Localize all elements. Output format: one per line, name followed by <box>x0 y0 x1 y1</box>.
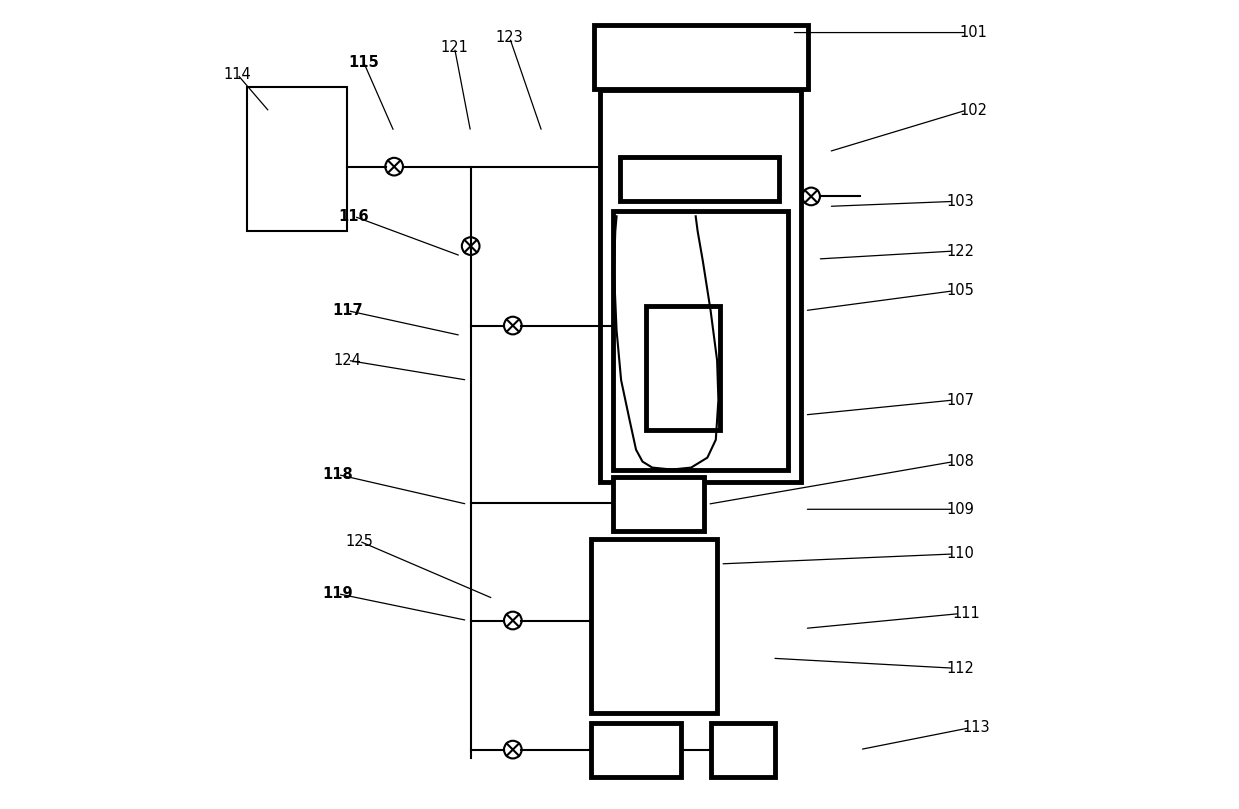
Text: 123: 123 <box>496 30 523 45</box>
Text: 114: 114 <box>223 67 252 82</box>
Text: 122: 122 <box>947 244 974 259</box>
Bar <box>591 722 681 777</box>
Text: 113: 113 <box>963 720 990 735</box>
Text: 103: 103 <box>947 194 974 209</box>
Text: 111: 111 <box>953 606 980 621</box>
Text: 116: 116 <box>338 209 369 224</box>
Bar <box>247 87 347 231</box>
Text: 119: 119 <box>322 587 353 601</box>
Text: 117: 117 <box>332 303 363 318</box>
Text: 109: 109 <box>947 502 974 517</box>
Text: 124: 124 <box>333 353 362 368</box>
Bar <box>711 722 776 777</box>
Text: 121: 121 <box>441 40 468 55</box>
Bar <box>613 211 788 469</box>
Text: 125: 125 <box>346 534 373 549</box>
Bar <box>591 539 717 713</box>
Bar <box>646 306 720 430</box>
Bar <box>601 90 802 482</box>
Text: 107: 107 <box>947 392 974 408</box>
Bar <box>620 157 778 201</box>
Text: 118: 118 <box>322 467 353 482</box>
Text: 101: 101 <box>959 25 987 40</box>
Text: 108: 108 <box>947 454 974 469</box>
Text: 105: 105 <box>947 283 974 299</box>
Text: 112: 112 <box>947 661 974 676</box>
Text: 115: 115 <box>348 55 379 70</box>
Bar <box>613 477 704 532</box>
Bar <box>593 24 808 89</box>
Text: 102: 102 <box>959 103 987 117</box>
Text: 110: 110 <box>947 546 974 561</box>
